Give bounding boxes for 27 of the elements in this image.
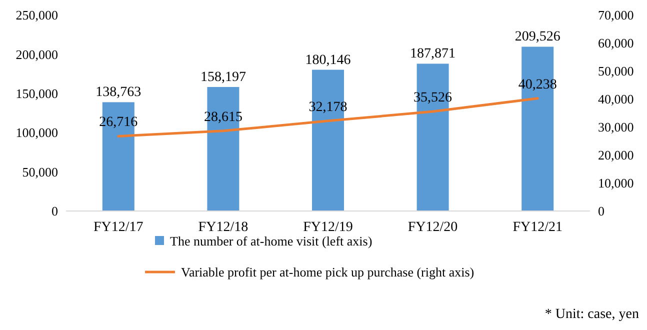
y2-tick-label: 0 [598, 204, 604, 219]
y2-tick-label: 20,000 [598, 148, 634, 163]
y-tick-label: 50,000 [22, 164, 58, 180]
y2-tick-label: 40,000 [598, 92, 634, 107]
data-label: 187,871 [410, 46, 456, 62]
x-tick-label: FY12/20 [408, 220, 458, 235]
y2-tick-label: 70,000 [598, 8, 634, 23]
y-tick-label: 200,000 [16, 46, 58, 62]
x-tick-label: FY12/18 [198, 220, 248, 235]
data-label: 209,526 [514, 30, 560, 45]
text: * Unit: case, yen [544, 307, 639, 322]
y2-tick-label: 30,000 [598, 120, 634, 135]
legend-label: Variable profit per at-home pick up purchase (right axis) [181, 264, 474, 280]
y2-tick-label: 50,000 [598, 64, 634, 79]
y-tick-label: 150,000 [16, 86, 58, 101]
y-tick-label: 250,000 [16, 8, 58, 23]
x-tick-label: FY12/19 [303, 220, 353, 235]
data-label: 180,146 [305, 52, 351, 68]
y2-tick-label: 60,000 [598, 36, 634, 51]
data-label: 138,763 [96, 85, 142, 100]
y-tick-label: 100,000 [16, 125, 58, 140]
x-tick-label: FY12/17 [94, 220, 144, 235]
data-label: 158,197 [200, 70, 246, 85]
y-tick-label: 0 [52, 204, 58, 219]
y2-tick-label: 10,000 [598, 176, 634, 191]
x-tick-label: FY12/21 [512, 220, 562, 235]
legend-label: The number of at-home visit (left axis) [170, 234, 372, 249]
